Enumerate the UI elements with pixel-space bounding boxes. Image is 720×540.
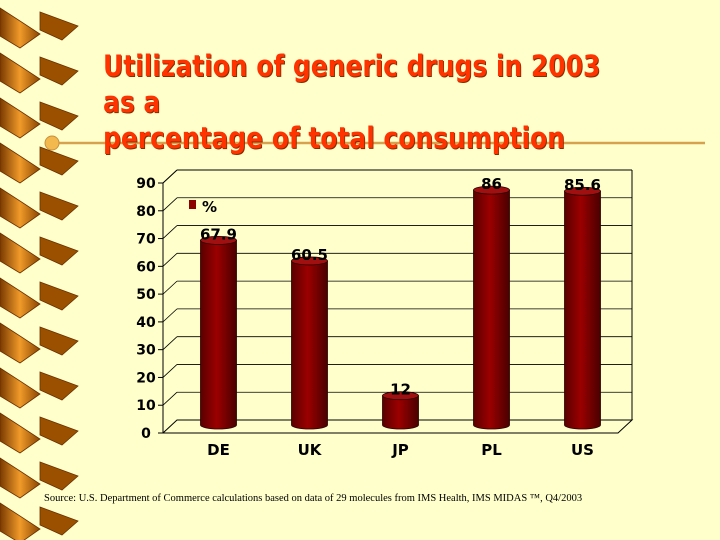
spiral-coil — [0, 322, 41, 364]
bar-top — [200, 235, 237, 245]
bar — [564, 190, 601, 430]
bar — [200, 239, 237, 430]
chart-wall-back — [177, 170, 632, 420]
spiral-coil — [0, 367, 41, 409]
y-tick-label: 80 — [136, 204, 156, 220]
x-tick-label: PL — [481, 441, 502, 459]
bar-value-label: 86 — [481, 175, 502, 193]
y-tick-label: 40 — [136, 315, 156, 331]
x-tick-label: US — [571, 441, 594, 459]
bar-top — [473, 185, 510, 195]
bar — [473, 189, 510, 430]
spiral-coil — [0, 412, 41, 454]
spiral-coil — [0, 232, 41, 274]
bar-value-label: 12 — [390, 381, 411, 399]
x-tick-label: UK — [298, 441, 323, 459]
gridline-slant — [162, 308, 178, 323]
bar-value-label: 67.9 — [200, 225, 237, 243]
gridline-slant — [162, 336, 178, 350]
spiral-coil-back — [39, 326, 79, 356]
bar-top — [291, 256, 328, 266]
spiral-coil — [0, 7, 41, 49]
spiral-coil — [0, 277, 41, 319]
bar-top — [382, 391, 419, 401]
chart-legend: % — [189, 198, 217, 216]
x-tick-label: JP — [391, 441, 409, 459]
chart-bars: 67.9 60.5 12 86 85.6 — [200, 175, 601, 430]
gridline-slant — [162, 225, 178, 239]
gridline-slant — [162, 169, 178, 184]
slide-title-line-1: Utilization of generic drugs in 2003 as … — [103, 49, 601, 119]
spiral-coil-back — [39, 101, 79, 131]
spiral-coil — [0, 97, 41, 139]
gridline-slant — [162, 391, 178, 406]
bar-value-label: 60.5 — [291, 246, 328, 264]
x-axis-labels: DE UK JP PL US — [207, 441, 594, 459]
spiral-coil-back — [39, 11, 79, 41]
spiral-coil-back — [39, 371, 79, 401]
spiral-coil-back — [39, 56, 79, 86]
y-tick-label: 70 — [136, 232, 156, 248]
y-tick-label: 20 — [136, 370, 156, 386]
y-tick-label: 50 — [136, 287, 156, 303]
bar — [382, 395, 419, 430]
legend-swatch — [189, 200, 196, 209]
source-note: Source: U.S. Department of Commerce calc… — [44, 493, 583, 504]
spiral-coil-back — [39, 236, 79, 266]
title-underline-dot — [44, 135, 60, 151]
y-tick-label: 90 — [136, 176, 156, 192]
spiral-coil — [0, 142, 41, 184]
bar-value-label: 85.6 — [564, 176, 601, 194]
gridline-slant — [162, 253, 178, 267]
bar — [291, 260, 328, 430]
spiral-coil-back — [39, 461, 79, 491]
spiral-binding-decoration — [0, 7, 79, 540]
legend-label: % — [202, 198, 217, 216]
slide-title: Utilization of generic drugs in 2003 as … — [103, 48, 619, 156]
spiral-coil-back — [39, 416, 79, 446]
y-tick-label: 30 — [136, 343, 156, 359]
y-tick-label: 10 — [136, 398, 156, 414]
spiral-coil-back — [39, 281, 79, 311]
chart-floor — [161, 419, 634, 434]
bar-top — [564, 186, 601, 196]
spiral-coil-back — [39, 506, 79, 536]
spiral-coil-back — [39, 191, 79, 221]
y-axis-ticks: 0 10 20 30 40 50 60 70 80 90 — [136, 176, 163, 442]
spiral-coil-back — [39, 146, 79, 176]
slide-title-line-2: percentage of total consumption — [103, 121, 565, 155]
gridline-slant — [162, 280, 178, 295]
spiral-coil — [0, 187, 41, 229]
gridline-slant — [162, 364, 178, 378]
y-tick-label: 0 — [141, 426, 151, 442]
x-tick-label: DE — [207, 441, 230, 459]
spiral-coil — [0, 52, 41, 94]
spiral-coil — [0, 502, 41, 540]
bar-chart: 0 10 20 30 40 50 60 70 80 90 67.9 60.5 12 86 85.6 DE U… — [136, 169, 634, 459]
y-tick-label: 60 — [136, 259, 156, 275]
spiral-coil — [0, 457, 41, 499]
gridline-slant — [162, 197, 178, 212]
